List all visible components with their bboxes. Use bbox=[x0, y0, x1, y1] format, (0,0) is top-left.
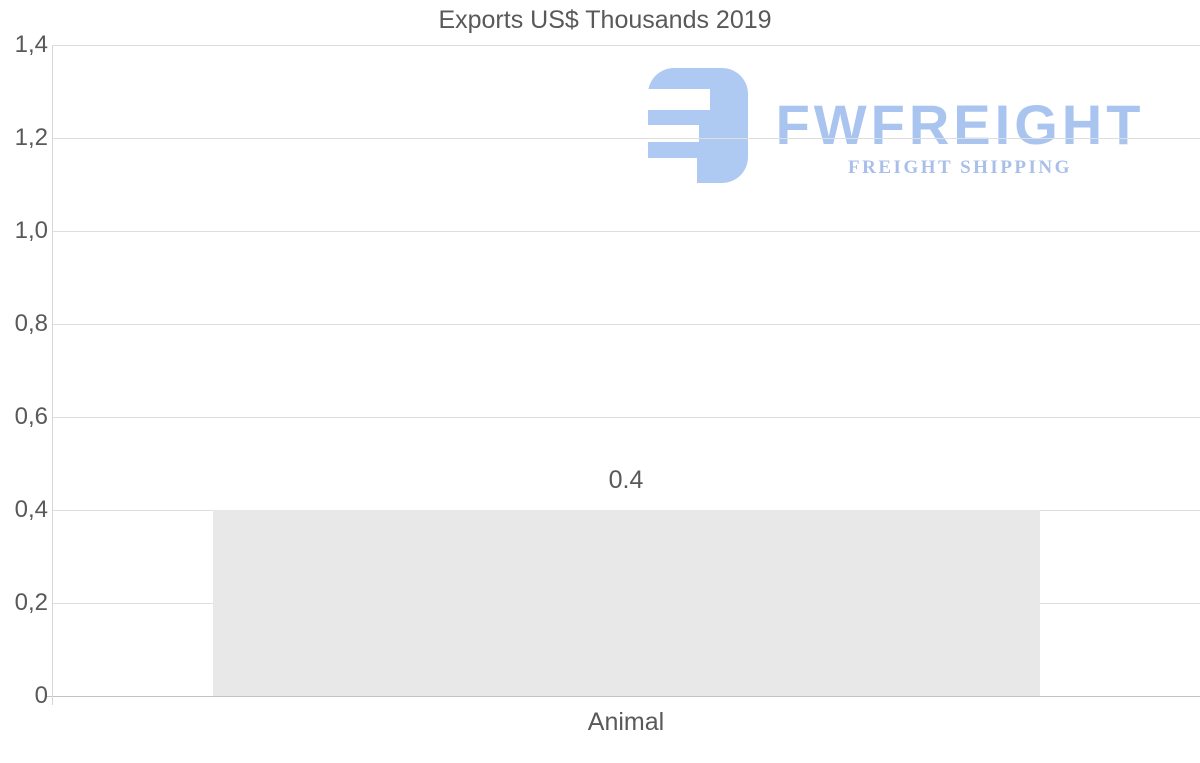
y-axis-tick-label: 0,4 bbox=[14, 496, 48, 523]
watermark-brand-text: FWFREIGHT bbox=[775, 93, 1145, 156]
gridline bbox=[52, 138, 1200, 139]
bar-animal bbox=[213, 510, 1040, 696]
fwfreight-logo-icon bbox=[648, 68, 748, 183]
y-axis-tick-label: 1,0 bbox=[14, 217, 48, 244]
y-axis-tick-label: 0,6 bbox=[14, 403, 48, 430]
gridline bbox=[52, 324, 1200, 325]
watermark-tagline-text: FREIGHT SHIPPING bbox=[848, 157, 1072, 178]
y-axis-tick-label: 0,8 bbox=[14, 310, 48, 337]
chart-title: Exports US$ Thousands 2019 bbox=[438, 6, 772, 34]
y-axis-tick-label: 0,2 bbox=[14, 589, 48, 616]
y-axis-tick-label: 1,4 bbox=[14, 31, 48, 58]
x-axis-category-label: Animal bbox=[587, 708, 665, 736]
gridline bbox=[52, 417, 1200, 418]
y-axis-tick-label: 1,2 bbox=[14, 124, 48, 151]
y-axis-line bbox=[52, 45, 53, 705]
y-axis-tick-label: 0 bbox=[34, 682, 48, 709]
x-axis-zero-line bbox=[45, 696, 1200, 697]
gridline bbox=[52, 231, 1200, 232]
gridline bbox=[52, 45, 1200, 46]
bar-value-label: 0.4 bbox=[608, 466, 644, 494]
